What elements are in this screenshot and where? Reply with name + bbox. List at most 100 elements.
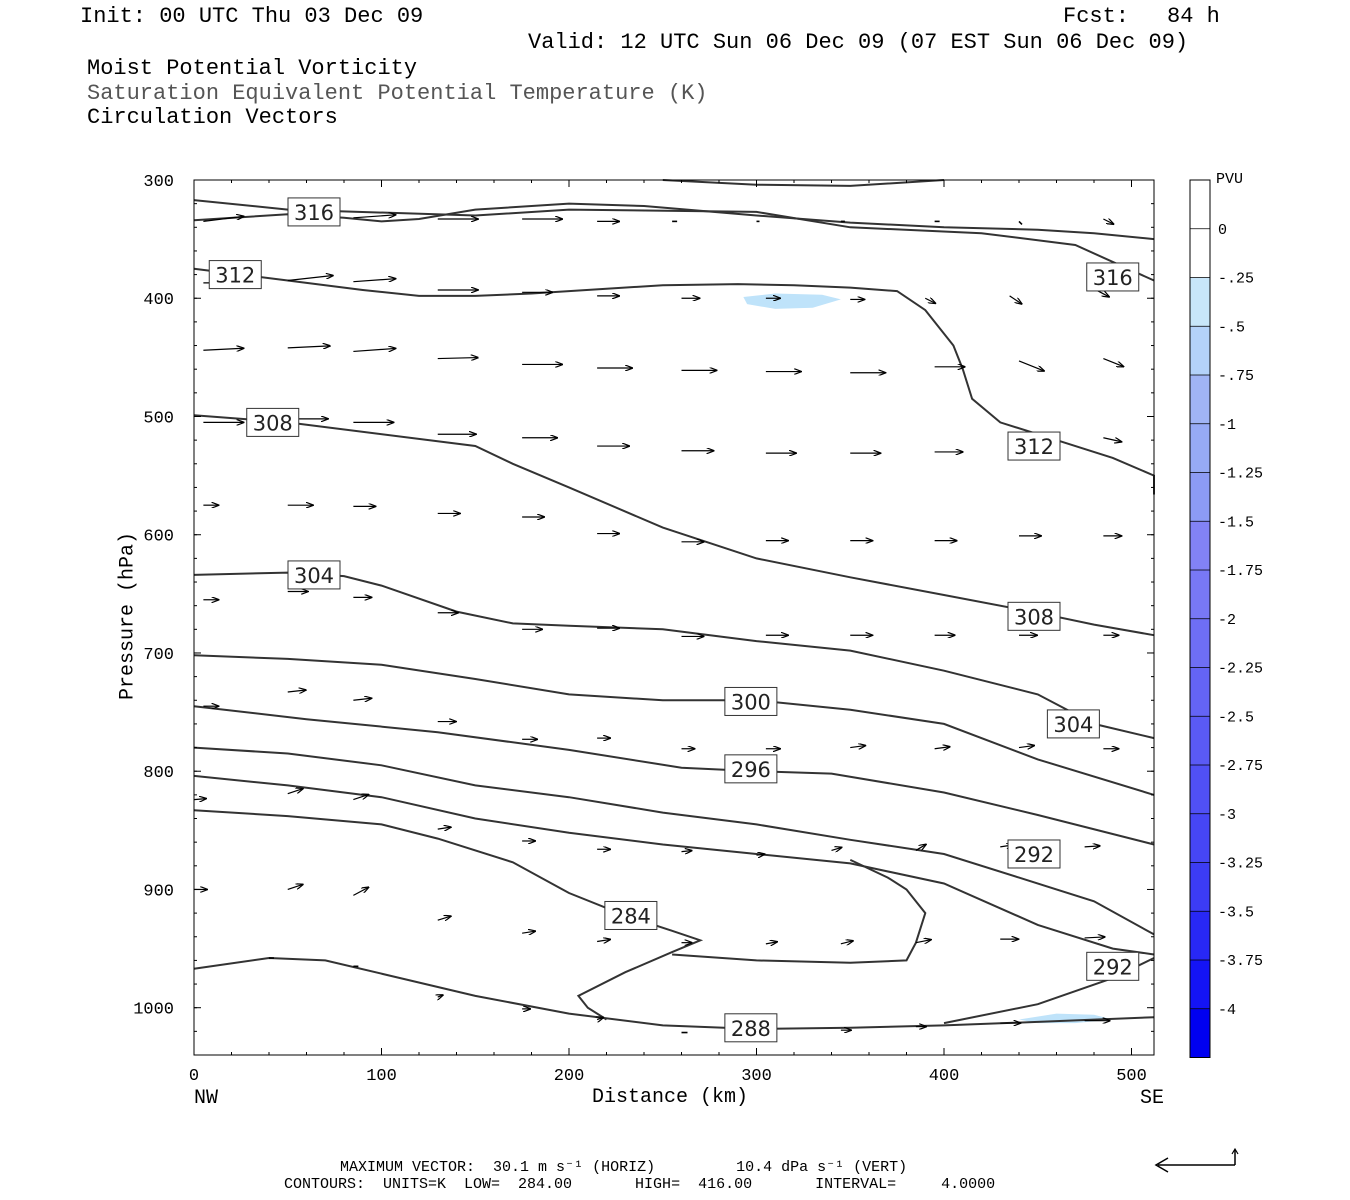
y-tick-label: 700 xyxy=(143,646,174,665)
vector-arrow xyxy=(597,1018,603,1020)
vector-arrow xyxy=(353,887,368,896)
colorbar-label: -.25 xyxy=(1218,271,1254,288)
vector-arrow xyxy=(840,941,853,944)
contour-label: 292 xyxy=(1007,839,1061,869)
colorbar-swatch xyxy=(1190,375,1210,424)
contour-label: 288 xyxy=(724,1013,778,1043)
contour-line xyxy=(193,705,1155,846)
vector-arrow xyxy=(353,215,395,219)
colorbar-swatch xyxy=(1190,423,1210,473)
vector-arrow xyxy=(1018,220,1023,225)
vector-arrow xyxy=(915,940,931,943)
title-mpv: Moist Potential Vorticity xyxy=(87,56,418,81)
contour-label: 304 xyxy=(287,560,341,590)
contour-line xyxy=(193,571,1155,740)
nw-label: NW xyxy=(194,1087,219,1110)
contour-line xyxy=(193,199,1155,282)
contour-label: 312 xyxy=(208,260,262,290)
vector-arrow xyxy=(353,348,395,353)
contour-line xyxy=(662,179,945,187)
vector-arrow xyxy=(756,854,765,855)
y-tick-label: 1000 xyxy=(133,1001,174,1020)
vector-arrow xyxy=(850,746,865,748)
colorbar-swatch xyxy=(1190,521,1210,570)
colorbar-swatch xyxy=(1190,277,1210,327)
colorbar-swatch xyxy=(1190,862,1210,912)
vector-arrow xyxy=(522,931,535,933)
contour-label: 296 xyxy=(724,754,778,784)
contour-label: 284 xyxy=(604,900,658,930)
colorbar-label: -3.5 xyxy=(1218,904,1254,921)
contour-line xyxy=(193,654,1155,796)
y-tick-label: 300 xyxy=(143,173,174,192)
y-tick-label: 900 xyxy=(143,882,174,901)
contour-label: 304 xyxy=(1046,709,1100,739)
contour-labels: 316 312 316 308 312 304 308 300 304 296 292 284 292 2… xyxy=(208,197,1140,1043)
pv-region xyxy=(743,293,841,309)
vector-arrow xyxy=(934,747,950,749)
vector-arrow xyxy=(287,690,306,692)
vector-arrow xyxy=(437,916,451,920)
pv-shading xyxy=(743,293,1113,1024)
contour-line xyxy=(193,746,1155,936)
colorbar-swatch xyxy=(1190,765,1210,814)
colorbar-swatch xyxy=(1190,472,1210,522)
contour-label-text: 304 xyxy=(294,564,334,588)
colorbar-unit: PVU xyxy=(1216,171,1244,188)
contour-label-text: 312 xyxy=(1014,435,1054,459)
contour-label: 308 xyxy=(246,407,300,437)
vector-arrow xyxy=(924,298,935,303)
contour-label-text: 292 xyxy=(1093,955,1133,979)
x-tick-label: 100 xyxy=(366,1067,397,1086)
contour-line xyxy=(193,267,1155,495)
init-time: Init: 00 UTC Thu 03 Dec 09 xyxy=(80,4,424,29)
contour-line xyxy=(193,956,1155,1031)
reference-vector-icon xyxy=(1154,1147,1239,1173)
contour-label: 316 xyxy=(1086,262,1140,292)
title-theta-es: Saturation Equivalent Potential Temperat… xyxy=(87,81,708,106)
contour-label: 292 xyxy=(1086,951,1140,981)
vector-arrow xyxy=(597,939,610,941)
colorbar-label: -2 xyxy=(1218,612,1236,629)
vector-arrow xyxy=(1018,360,1044,371)
contour-label-text: 288 xyxy=(731,1017,771,1041)
colorbar-label: -3.25 xyxy=(1218,856,1263,873)
vector-arrow xyxy=(1084,937,1105,938)
y-tick-label: 600 xyxy=(143,528,174,547)
colorbar-swatch xyxy=(1190,911,1210,960)
contour-label-text: 296 xyxy=(731,758,771,782)
colorbar-label: 0 xyxy=(1218,222,1227,239)
contour-line xyxy=(193,202,1155,241)
vector-arrow xyxy=(287,276,333,282)
plot-frame xyxy=(193,179,1155,1056)
vector-arrow xyxy=(1009,295,1022,304)
colorbar-label: -1 xyxy=(1218,417,1236,434)
vector-arrow xyxy=(437,358,478,359)
colorbar-label: -1.5 xyxy=(1218,514,1254,531)
vector-arrow xyxy=(765,942,777,944)
vector-arrow xyxy=(203,216,243,222)
y-tick-label: 400 xyxy=(143,291,174,310)
vector-arrow xyxy=(915,844,926,851)
x-tick-label: 500 xyxy=(1116,1067,1147,1086)
x-tick-label: 400 xyxy=(929,1067,960,1086)
circulation-vectors xyxy=(193,212,1123,1035)
colorbar-label: -2.5 xyxy=(1218,709,1254,726)
contour-label-text: 304 xyxy=(1053,713,1093,737)
contour-label-text: 316 xyxy=(1093,266,1133,290)
colorbar-swatch xyxy=(1190,326,1210,375)
colorbar-swatch xyxy=(1190,667,1210,717)
colorbar-swatch xyxy=(1190,228,1210,278)
colorbar-swatch xyxy=(1190,1008,1210,1058)
colorbar-label: -.5 xyxy=(1218,319,1245,336)
contour-label: 300 xyxy=(724,686,778,716)
x-tick-label: 0 xyxy=(189,1067,199,1086)
colorbar-label: -1.25 xyxy=(1218,466,1263,483)
y-axis-title: Pressure (hPa) xyxy=(116,531,140,701)
vector-arrow xyxy=(438,995,443,997)
colorbar-swatch xyxy=(1190,960,1210,1009)
contour-line xyxy=(672,858,927,964)
vector-arrow xyxy=(1103,219,1113,224)
y-tick-label: 800 xyxy=(143,764,174,783)
colorbar-swatch xyxy=(1190,618,1210,668)
